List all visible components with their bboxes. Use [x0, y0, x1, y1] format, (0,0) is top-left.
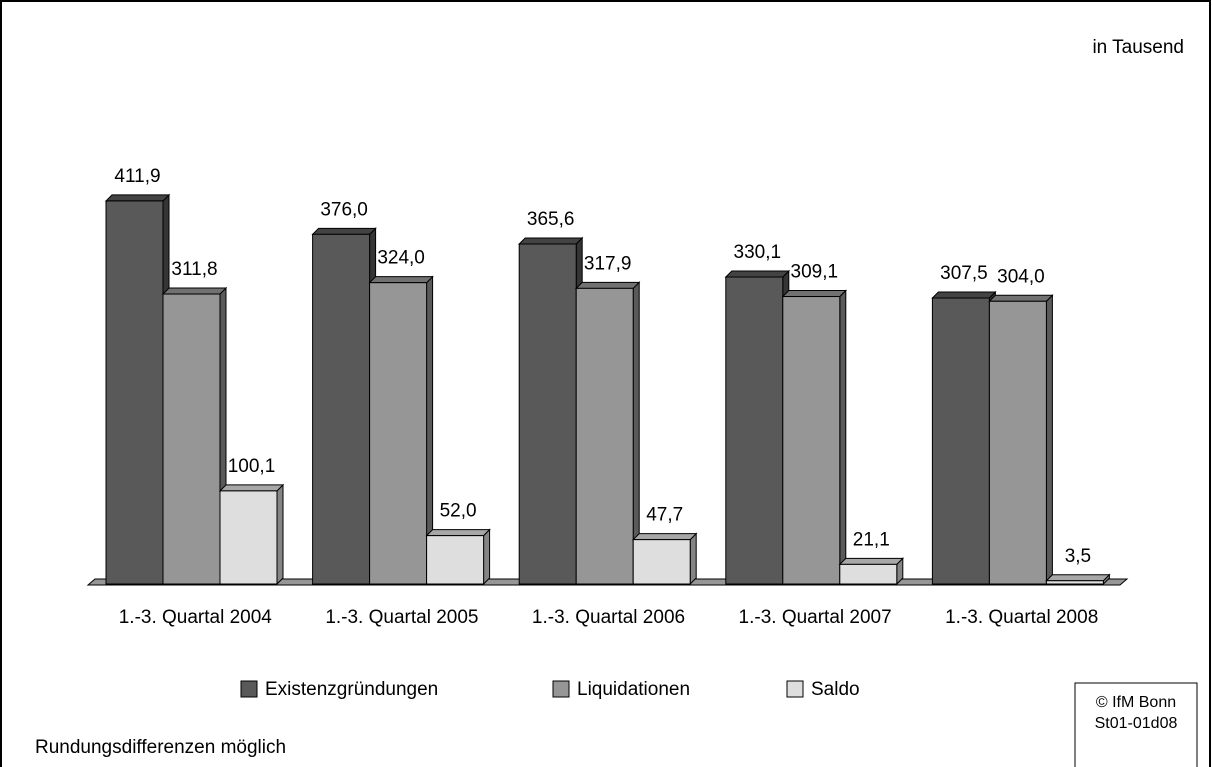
bar-top	[931, 291, 997, 299]
source-box	[1074, 682, 1198, 767]
source-line: © IfM Bonn	[1096, 694, 1176, 711]
bar	[632, 539, 691, 585]
unit-note: in Tausend	[1092, 37, 1184, 58]
bar-side	[276, 483, 284, 586]
x-tick-label: 1.-3. Quartal 2005	[325, 607, 478, 628]
legend-swatch	[552, 680, 570, 698]
x-tick-label: 1.-3. Quartal 2006	[532, 607, 685, 628]
bar	[575, 287, 634, 585]
bar-side	[839, 289, 847, 586]
x-tick-label: 1.-3. Quartal 2007	[739, 607, 892, 628]
value-label: 330,1	[734, 242, 782, 263]
bar	[725, 276, 784, 585]
bar-top	[218, 484, 285, 492]
bar-side	[483, 528, 491, 586]
value-label: 3,5	[1065, 546, 1091, 567]
source-line: St01-01d08	[1095, 715, 1178, 732]
bar-top	[574, 281, 641, 289]
x-tick-label: 1.-3. Quartal 2008	[945, 607, 1098, 628]
legend-swatch	[240, 680, 258, 698]
legend-label: Existenzgründungen	[265, 679, 438, 700]
value-label: 317,9	[584, 253, 632, 274]
bar	[162, 293, 221, 585]
bar	[219, 490, 278, 585]
bar-top	[631, 533, 698, 541]
bar-top	[161, 287, 228, 295]
bar	[105, 200, 164, 585]
bar-top	[838, 557, 905, 565]
footnote: Rundungsdifferenzen möglich	[35, 737, 286, 758]
value-label: 376,0	[320, 199, 368, 220]
bar-top	[1045, 574, 1111, 582]
value-label: 324,0	[377, 248, 425, 269]
bar-top	[368, 276, 434, 284]
legend-swatch	[786, 680, 804, 698]
bar	[839, 563, 898, 585]
bar-top	[311, 227, 377, 235]
value-label: 307,5	[940, 263, 988, 284]
bar-top	[724, 270, 791, 278]
value-label: 52,0	[440, 501, 477, 522]
bar-top	[988, 294, 1054, 302]
bar-top	[517, 237, 584, 245]
value-label: 411,9	[114, 166, 160, 187]
bar	[782, 296, 841, 585]
bar-side	[689, 532, 697, 586]
bar	[518, 243, 577, 585]
bar-side	[1045, 294, 1053, 586]
bar	[931, 297, 990, 585]
value-label: 100,1	[228, 456, 276, 477]
x-tick-label: 1.-3. Quartal 2004	[119, 607, 273, 628]
legend-label: Liquidationen	[577, 679, 690, 700]
value-label: 21,1	[853, 529, 890, 550]
bar-top	[781, 290, 848, 298]
value-label: 304,0	[997, 266, 1045, 287]
bar-top	[104, 194, 171, 202]
bar	[988, 300, 1047, 585]
legend-label: Saldo	[811, 679, 860, 700]
bar	[426, 535, 485, 585]
bar-top	[425, 529, 491, 537]
bar	[312, 233, 371, 585]
value-label: 311,8	[171, 259, 217, 280]
value-label: 47,7	[646, 505, 683, 526]
bar	[369, 282, 428, 585]
value-label: 309,1	[791, 262, 839, 283]
value-label: 365,6	[527, 209, 575, 230]
bar	[1045, 580, 1104, 585]
